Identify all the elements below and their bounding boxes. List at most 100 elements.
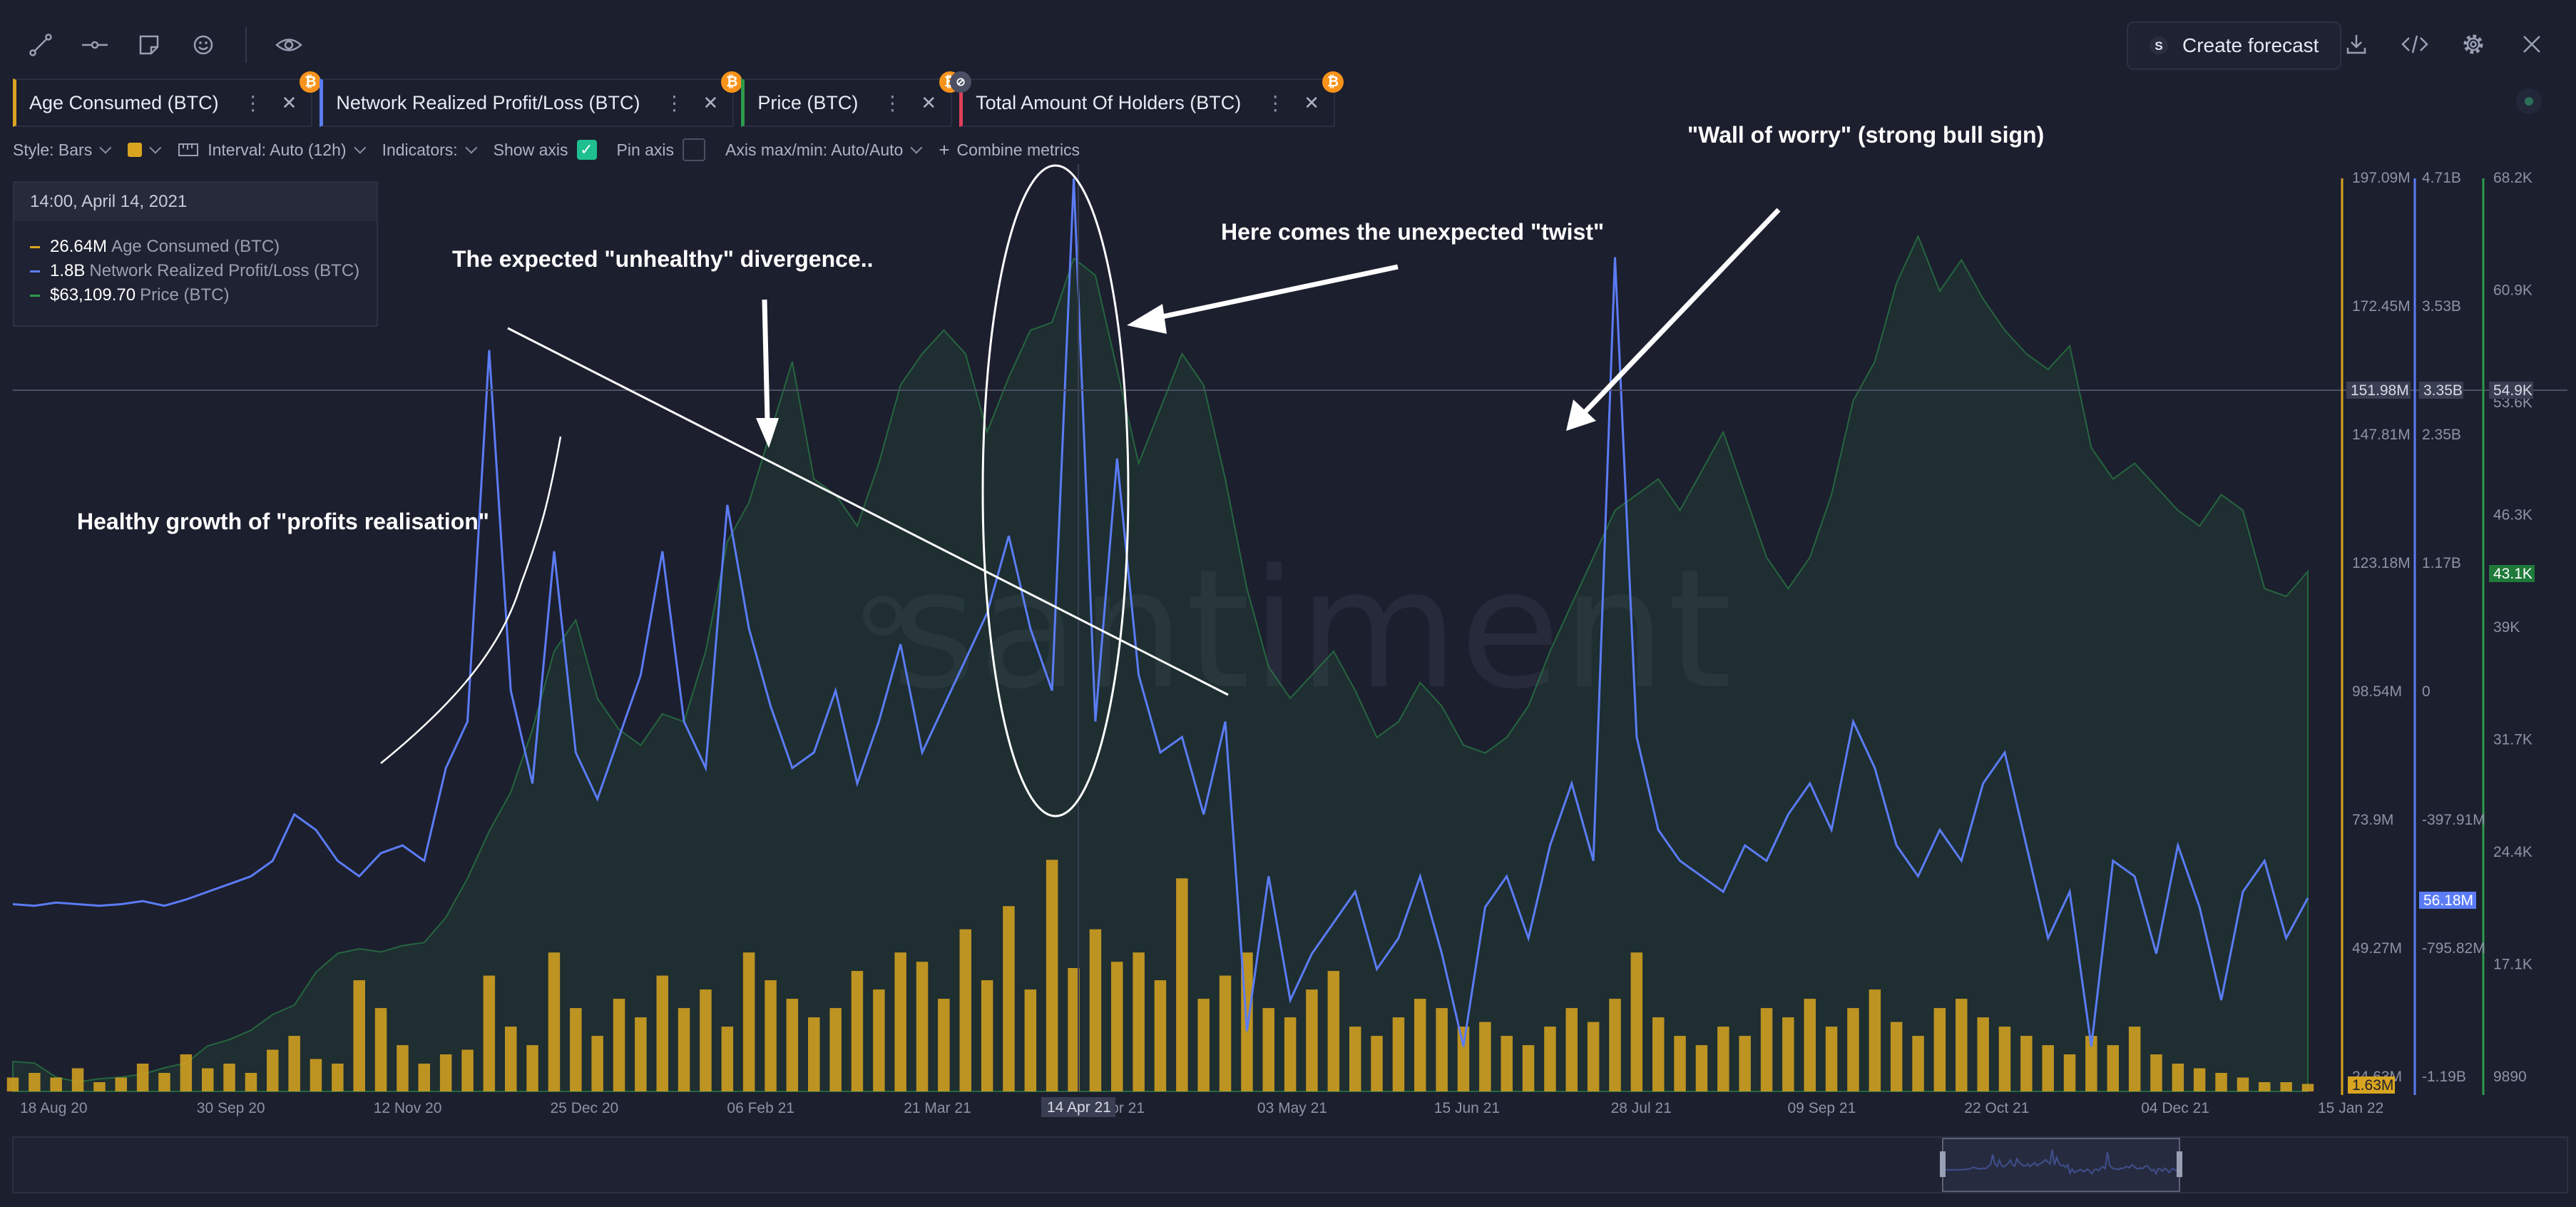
x-axis-tick: 25 Dec 20	[551, 1100, 619, 1116]
age-consumed-bar	[894, 952, 906, 1091]
annotation-healthy-growth[interactable]: Healthy growth of "profits realisation"	[77, 509, 489, 534]
metric-tab-price[interactable]: Price (BTC) ⋮ ✕ ₿	[741, 71, 961, 127]
remove-metric-icon[interactable]: ✕	[1304, 91, 1320, 113]
age-consumed-bar	[397, 1045, 409, 1091]
x-axis-tick: 15 Jun 21	[1434, 1100, 1500, 1116]
annotation-wall-of-worry[interactable]: "Wall of worry" (strong bull sign)	[1687, 122, 2044, 148]
x-axis-tick: 30 Sep 20	[197, 1100, 265, 1116]
close-icon[interactable]	[2515, 24, 2549, 64]
age-consumed-bar	[1089, 929, 1102, 1091]
age-consumed-bar	[742, 952, 755, 1091]
santiment-logo-icon: S	[2150, 36, 2168, 55]
navigator-track[interactable]	[12, 1136, 2568, 1193]
metric-tab-label: Price (BTC)	[757, 91, 859, 113]
x-axis-tick: 28 Jul 21	[1611, 1100, 1672, 1116]
remove-metric-icon[interactable]: ✕	[702, 91, 719, 113]
navigator-selection[interactable]	[1942, 1138, 2180, 1192]
navigator-left-handle[interactable]	[1940, 1151, 1946, 1177]
drawing-arrow-down[interactable]	[756, 299, 779, 448]
age-consumed-bar	[1587, 1022, 1600, 1091]
pin-axis-toggle[interactable]: Pin axis	[617, 138, 706, 161]
network-pl-axis-tick: -1.19B	[2422, 1069, 2466, 1085]
btc-badge-icon: ₿	[721, 71, 743, 93]
axis-maxmin-select[interactable]: Axis max/min: Auto/Auto	[725, 141, 923, 160]
chart-actions	[2339, 24, 2549, 64]
btc-badge-icon: ₿	[300, 71, 322, 93]
drawing-arrow-left[interactable]	[1127, 264, 1399, 334]
eye-icon[interactable]	[268, 24, 310, 66]
more-options-icon[interactable]: ⋮	[882, 91, 902, 114]
age-consumed-bar	[1284, 1017, 1297, 1091]
age-consumed-bar	[700, 989, 712, 1091]
age-consumed-bar	[1306, 989, 1318, 1091]
drawing-trend-line[interactable]	[507, 327, 1229, 696]
metric-tab-age-consumed[interactable]: Age Consumed (BTC) ⋮ ✕ ₿	[13, 71, 322, 127]
line-tool-icon[interactable]	[20, 24, 61, 66]
interval-select[interactable]: Interval: Auto (12h)	[178, 141, 366, 160]
style-select[interactable]: Style: Bars	[13, 140, 112, 160]
age-consumed-bar	[2172, 1064, 2184, 1091]
show-axis-toggle[interactable]: Show axis ✓	[494, 140, 597, 160]
age-consumed-bar	[245, 1073, 257, 1091]
horizontal-ray-icon[interactable]	[74, 24, 116, 66]
gear-icon[interactable]	[2456, 24, 2490, 64]
age-consumed-bar	[570, 1008, 582, 1091]
network-pl-crosshair-badge	[2419, 382, 2463, 399]
date-crosshair-badge	[1041, 1097, 1115, 1117]
price-area	[12, 234, 2309, 1092]
emoji-icon[interactable]	[183, 24, 224, 66]
metric-tab-label: Age Consumed (BTC)	[29, 91, 219, 113]
metric-tab-network-realized-pl[interactable]: Network Realized Profit/Loss (BTC) ⋮ ✕ ₿	[320, 71, 743, 127]
age-consumed-bar	[267, 1049, 279, 1091]
age-consumed-bar	[158, 1073, 170, 1091]
drawing-arrow-down-left[interactable]	[1566, 208, 1781, 431]
embed-code-icon[interactable]	[2398, 24, 2432, 64]
create-forecast-button[interactable]: S Create forecast	[2127, 21, 2342, 70]
age-consumed-bar	[353, 980, 365, 1091]
annotation-unhealthy-divergence[interactable]: The expected "unhealthy" divergence..	[452, 246, 874, 272]
drawing-ellipse[interactable]	[981, 164, 1130, 818]
style-select-label: Style: Bars	[13, 140, 93, 159]
more-options-icon[interactable]: ⋮	[1265, 91, 1285, 114]
age-consumed-bar	[1609, 999, 1621, 1091]
age-consumed-axis-tick: 73.9M	[2352, 812, 2393, 828]
age-consumed-bar	[483, 975, 496, 1091]
age-consumed-current-value: 1.63M	[2352, 1077, 2393, 1094]
age-consumed-bar	[678, 1008, 690, 1091]
age-consumed-bar	[1739, 1036, 1751, 1091]
hidden-metric-eye-icon[interactable]: ⊘	[950, 71, 972, 93]
indicators-select[interactable]: Indicators:	[382, 141, 477, 160]
sticky-note-icon[interactable]	[128, 24, 170, 66]
more-options-icon[interactable]: ⋮	[664, 91, 685, 114]
drawing-freehand-curve[interactable]	[380, 436, 562, 764]
more-options-icon[interactable]: ⋮	[242, 91, 263, 114]
age-consumed-axis-tick: 49.27M	[2352, 940, 2402, 957]
age-consumed-bar	[1197, 999, 1210, 1091]
btc-badge-icon: ₿	[1322, 71, 1344, 93]
combine-metrics-button[interactable]: + Combine metrics	[939, 139, 1080, 161]
tooltip-label: Age Consumed (BTC)	[111, 237, 280, 256]
network-pl-axis-tick: -397.91M	[2422, 812, 2485, 828]
hover-tooltip: 14:00, April 14, 2021 26.64M Age Consume…	[13, 181, 378, 327]
annotation-unexpected-twist[interactable]: Here comes the unexpected "twist"	[1221, 219, 1604, 245]
ruler-icon	[178, 143, 199, 156]
network-pl-current-value: 56.18M	[2423, 892, 2473, 909]
navigator-right-handle[interactable]	[2177, 1151, 2182, 1177]
metric-tab-total-holders[interactable]: ⊘ Total Amount Of Holders (BTC) ⋮ ✕ ₿	[950, 71, 1344, 127]
show-axis-checkbox[interactable]: ✓	[576, 140, 597, 160]
network-pl-axis-tick: 0	[2422, 683, 2431, 700]
axis-tick-labels: 197.09M 172.45M 147.81M 123.18M 98.54M 73.9M 4…	[2352, 170, 2532, 1085]
download-icon[interactable]	[2339, 24, 2373, 64]
price-axis-tick: 31.7K	[2493, 732, 2532, 748]
remove-metric-icon[interactable]: ✕	[281, 91, 297, 113]
pin-axis-checkbox[interactable]	[683, 138, 706, 161]
remove-metric-icon[interactable]: ✕	[921, 91, 937, 113]
color-picker[interactable]	[128, 141, 162, 157]
age-consumed-bar	[1024, 989, 1037, 1091]
age-consumed-bar	[2259, 1082, 2271, 1091]
tooltip-value: 26.64M	[50, 237, 108, 256]
age-consumed-bar	[1003, 906, 1015, 1091]
age-consumed-bar	[1327, 971, 1340, 1091]
network-pl-axis-tick: 4.71B	[2422, 170, 2461, 186]
